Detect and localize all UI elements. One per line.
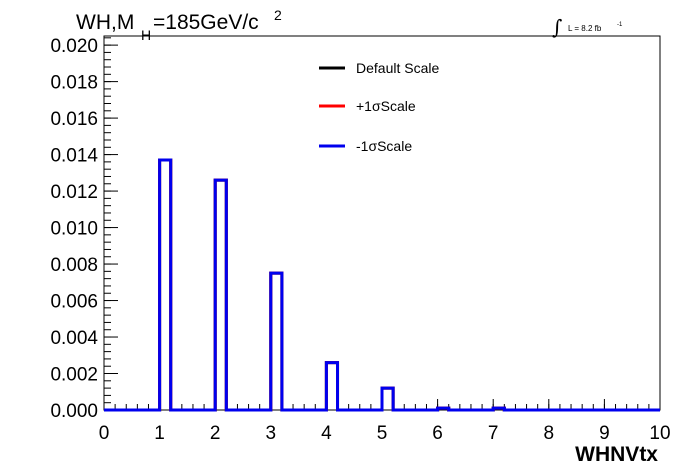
legend-entry-label: +1σScale: [356, 98, 416, 114]
luminosity-superscript: -1: [617, 22, 623, 28]
legend-entry-label: Default Scale: [356, 60, 439, 76]
title-subscript: H: [141, 27, 151, 43]
legend-entry-label: -1σScale: [356, 138, 412, 154]
series-layer: [104, 158, 660, 412]
y-tick-label: 0.020: [50, 36, 98, 57]
x-tick-label: 10: [649, 423, 670, 444]
x-tick-label: 7: [488, 423, 499, 444]
luminosity-text: L = 8.2 fb: [568, 24, 602, 33]
x-axis-label: WHNVtx: [575, 443, 658, 466]
chart-title: WH,M H =185GeV/c 2: [76, 7, 282, 43]
x-tick-label: 4: [321, 423, 332, 444]
x-tick-label: 3: [266, 423, 277, 444]
y-tick-label: 0.008: [50, 255, 98, 276]
y-tick-label: 0.004: [50, 328, 98, 349]
y-tick-label: 0.006: [50, 292, 98, 313]
x-tick-label: 2: [210, 423, 221, 444]
x-tick-label: 9: [599, 423, 610, 444]
title-main: WH,M: [76, 11, 134, 34]
legend: Default Scale +1σScale -1σScale: [319, 60, 439, 154]
series-line-2: [104, 158, 660, 412]
y-tick-label: 0.012: [50, 182, 98, 203]
x-tick-label: 8: [544, 423, 555, 444]
y-tick-label: 0.018: [50, 73, 98, 94]
x-tick-label: 1: [154, 423, 165, 444]
y-axis: 0.000 0.002 0.004 0.006 0.008 0.010 0.012 0.014…: [50, 36, 118, 422]
y-tick-label: 0.000: [50, 401, 98, 422]
x-tick-label: 5: [377, 423, 388, 444]
title-superscript: 2: [274, 7, 282, 23]
integral-symbol: ∫: [552, 15, 562, 39]
x-tick-label: 0: [99, 423, 110, 444]
y-tick-label: 0.010: [50, 219, 98, 240]
y-tick-label: 0.016: [50, 109, 98, 130]
title-rest: =185GeV/c: [153, 11, 259, 34]
luminosity-label: ∫ L = 8.2 fb -1: [552, 15, 623, 39]
y-tick-label: 0.002: [50, 365, 98, 386]
y-tick-label: 0.014: [50, 146, 98, 167]
x-tick-label: 6: [432, 423, 443, 444]
